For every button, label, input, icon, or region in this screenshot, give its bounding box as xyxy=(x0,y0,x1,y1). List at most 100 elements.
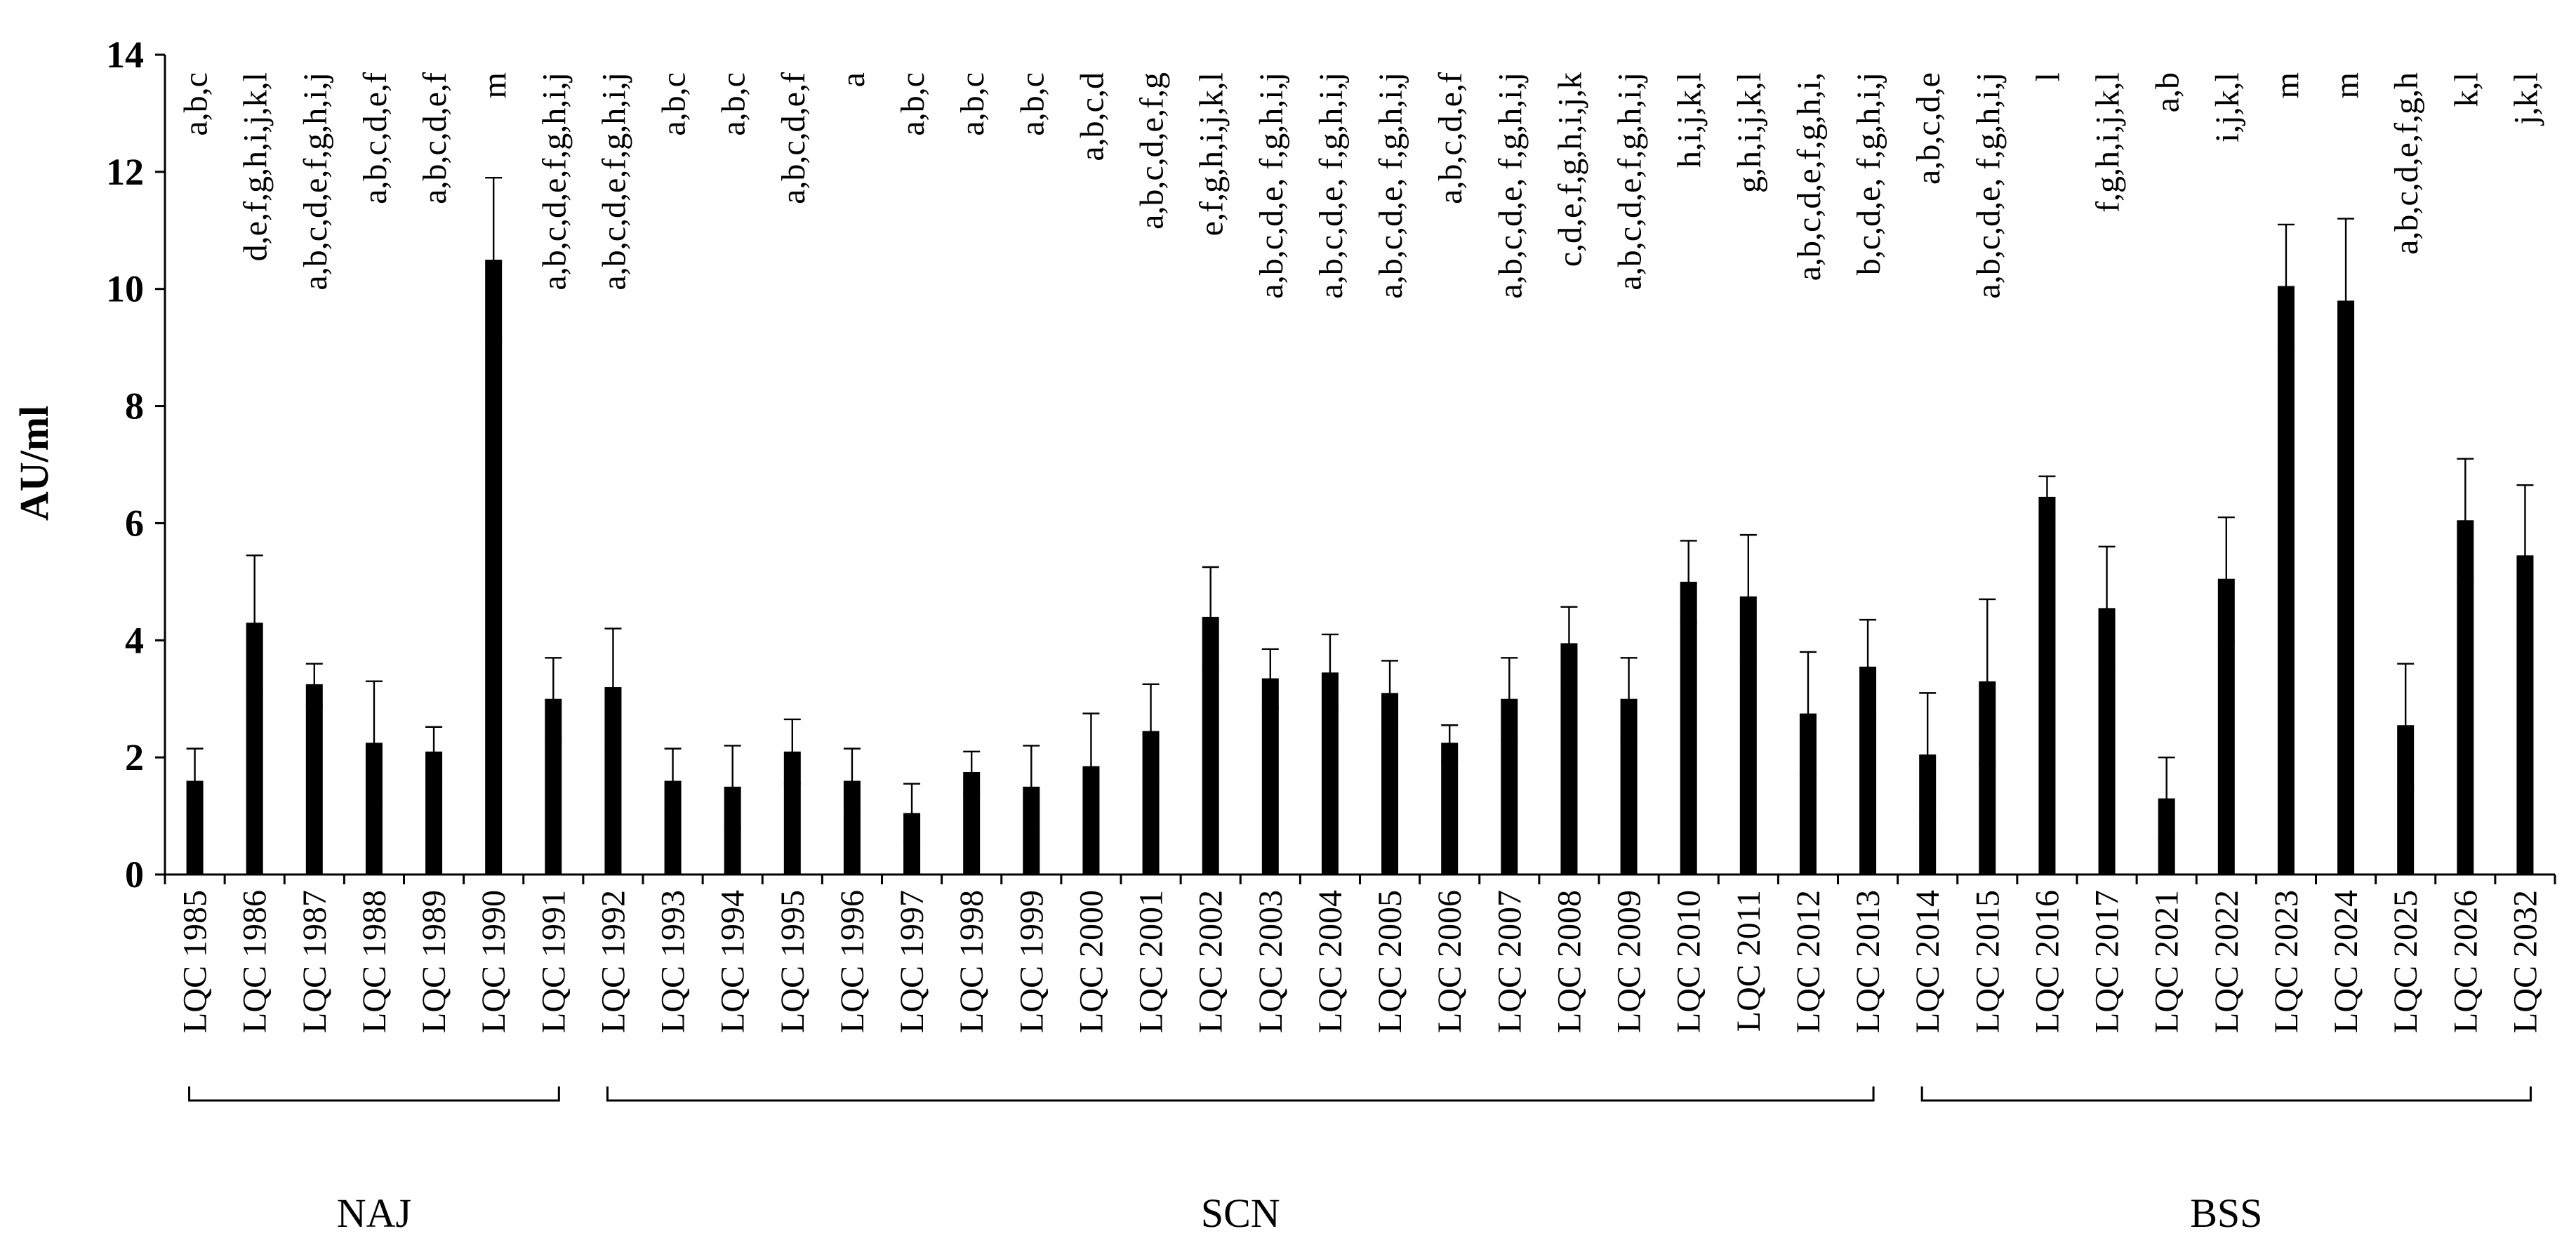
x-tick-label: LQC 2023 xyxy=(2268,890,2305,1033)
bar xyxy=(1680,581,1697,875)
bar xyxy=(2038,496,2056,875)
significance-label: m xyxy=(2269,72,2306,98)
x-tick-label: LQC 2006 xyxy=(1431,890,1468,1033)
group-brackets: NAJ SCN BSS xyxy=(188,1086,2532,1236)
x-tick-label: LQC 2015 xyxy=(1969,890,2006,1033)
significance-label: g,h,i,j,k,l xyxy=(1731,72,1768,193)
group-bracket xyxy=(1920,1086,2532,1102)
significance-label: a,b,c,d,e,f,g,h,i,j xyxy=(595,72,632,291)
bar xyxy=(1441,743,1459,875)
group-label: BSS xyxy=(2190,1190,2262,1236)
x-tick-label: LQC 2013 xyxy=(1850,890,1887,1033)
significance-label: c,d,e,f,g,h,i,j,k xyxy=(1551,72,1588,267)
significance-label: h,i,j,k,l xyxy=(1671,72,1708,168)
bar xyxy=(485,260,503,875)
x-tick-label: LQC 1990 xyxy=(475,890,512,1033)
x-tick-label: LQC 2000 xyxy=(1073,890,1110,1033)
y-tick-label: 6 xyxy=(125,502,144,544)
x-tick-label: LQC 1996 xyxy=(834,890,871,1033)
significance-label: b,c,d,e, f,g,h,i,j xyxy=(1850,72,1887,275)
y-tick-label: 2 xyxy=(125,736,144,778)
significance-label: a,b,c,d,e xyxy=(1910,72,1947,185)
x-tick-label: LQC 2009 xyxy=(1611,890,1648,1033)
x-tick-label: LQC 2014 xyxy=(1909,890,1946,1033)
x-tick-label: LQC 2016 xyxy=(2029,890,2066,1033)
x-tick-label: LQC 1994 xyxy=(715,890,752,1033)
x-tick-label: LQC 2001 xyxy=(1133,890,1170,1033)
significance-label: a,b,c,d,e,f xyxy=(357,72,394,204)
y-axis-label: AU/ml xyxy=(11,406,57,521)
y-tick-label: 14 xyxy=(106,34,144,76)
x-tick-label: LQC 2012 xyxy=(1790,890,1827,1033)
significance-label: m xyxy=(2328,72,2365,98)
significance-label: a,b,c,d xyxy=(1073,72,1110,161)
y-tick-label: 10 xyxy=(106,268,144,310)
bar xyxy=(305,684,323,875)
y-tick-label: 4 xyxy=(125,619,144,661)
significance-label: a,b,c,d,e,f,g,h,i, xyxy=(1791,72,1828,281)
significance-label: a,b,c,d,e, f,g,h,i,j xyxy=(1372,72,1409,299)
x-tick-label: LQC 2021 xyxy=(2149,890,2186,1033)
x-tick-label: LQC 2008 xyxy=(1551,890,1588,1033)
significance-label: a,b,c,d,e, f,g,h,i,j xyxy=(1492,72,1529,299)
group-bracket xyxy=(606,1086,1875,1102)
x-tick-label: LQC 1992 xyxy=(595,890,632,1033)
x-tick-label: LQC 1988 xyxy=(356,890,393,1033)
x-tick-label: LQC 2011 xyxy=(1730,890,1767,1032)
significance-label: m xyxy=(476,72,513,98)
bar xyxy=(1560,643,1578,875)
x-tick-label: LQC 1999 xyxy=(1013,890,1050,1033)
significance-label: a,b,c,d,e,f xyxy=(1432,72,1469,204)
significance-label: a xyxy=(835,72,872,87)
bars xyxy=(186,260,2534,875)
significance-label: a,b,c,d,e,f xyxy=(416,72,453,204)
significance-label: a,b,c,d,e,f,g,h xyxy=(2388,72,2425,255)
significance-label: k,l xyxy=(2448,72,2485,107)
y-tick-label: 0 xyxy=(125,853,144,896)
group-label: NAJ xyxy=(337,1190,411,1236)
significance-label: a,b,c xyxy=(178,72,215,136)
x-tick-label: LQC 2025 xyxy=(2387,890,2424,1033)
significance-label: a,b,c xyxy=(954,72,991,136)
bar xyxy=(1261,678,1279,875)
x-tick-label: LQC 2010 xyxy=(1671,890,1708,1033)
significance-label: a,b xyxy=(2149,72,2186,112)
x-tick-label: LQC 2004 xyxy=(1312,890,1349,1033)
significance-label: l xyxy=(2029,72,2066,81)
x-tick-label: LQC 2024 xyxy=(2328,890,2365,1033)
x-tick-label: LQC 2003 xyxy=(1252,890,1289,1033)
significance-label: a,b,c,d,e,f xyxy=(775,72,812,204)
x-tick-label: LQC 2032 xyxy=(2507,890,2544,1033)
x-tick-label: LQC 2026 xyxy=(2447,890,2484,1033)
x-tick-labels: LQC 1985 LQC 1986 LQC 1987 LQC 1988 LQC 1989… xyxy=(177,890,2544,1033)
x-tick-label: LQC 1997 xyxy=(894,890,931,1033)
significance-label: a,b,c,d,e,f,g,h,i,j xyxy=(1612,72,1649,291)
significance-label: f,g,h,i,j,k,l xyxy=(2090,72,2127,213)
x-tick-label: LQC 1985 xyxy=(177,890,214,1033)
x-tick-label: LQC 1995 xyxy=(774,890,811,1033)
bar xyxy=(2277,286,2295,875)
significance-label: a,b,c,d,e, f,g,h,i,j xyxy=(1313,72,1350,299)
significance-label: a,b,c,d,e,f,g,h,i,j xyxy=(536,72,573,291)
x-tick-label: LQC 1989 xyxy=(416,890,453,1033)
x-tick-label: LQC 1986 xyxy=(237,890,274,1033)
x-tick-label: LQC 1998 xyxy=(953,890,990,1033)
x-tick-label: LQC 2022 xyxy=(2208,890,2245,1033)
significance-letters: a,b,c d,e,f,g,h,i,j,k,l a,b,c,d,e,f,g,h,i,… xyxy=(178,72,2545,299)
group-label: SCN xyxy=(1201,1190,1280,1236)
significance-label: a,b,c,d,e, f,g,h,i,j xyxy=(1253,72,1290,299)
significance-label: j,k,l xyxy=(2507,72,2544,126)
group-bracket xyxy=(188,1086,560,1102)
significance-label: a,b,c xyxy=(715,72,752,136)
x-axis xyxy=(164,873,2556,884)
significance-label: a,b,c xyxy=(656,72,693,136)
x-tick-label: LQC 1991 xyxy=(535,890,572,1033)
x-tick-label: LQC 1987 xyxy=(296,890,333,1033)
significance-label: e,f,g,h,i,j,k,l xyxy=(1193,72,1230,236)
x-tick-label: LQC 1993 xyxy=(655,890,692,1033)
bar xyxy=(2337,300,2355,875)
significance-label: a,b,c,d,e,f,g,h,i,j xyxy=(297,72,334,291)
significance-label: a,b,c,d,e, f,g,h,i,j xyxy=(1970,72,2007,299)
x-tick-label: LQC 2002 xyxy=(1193,890,1230,1033)
